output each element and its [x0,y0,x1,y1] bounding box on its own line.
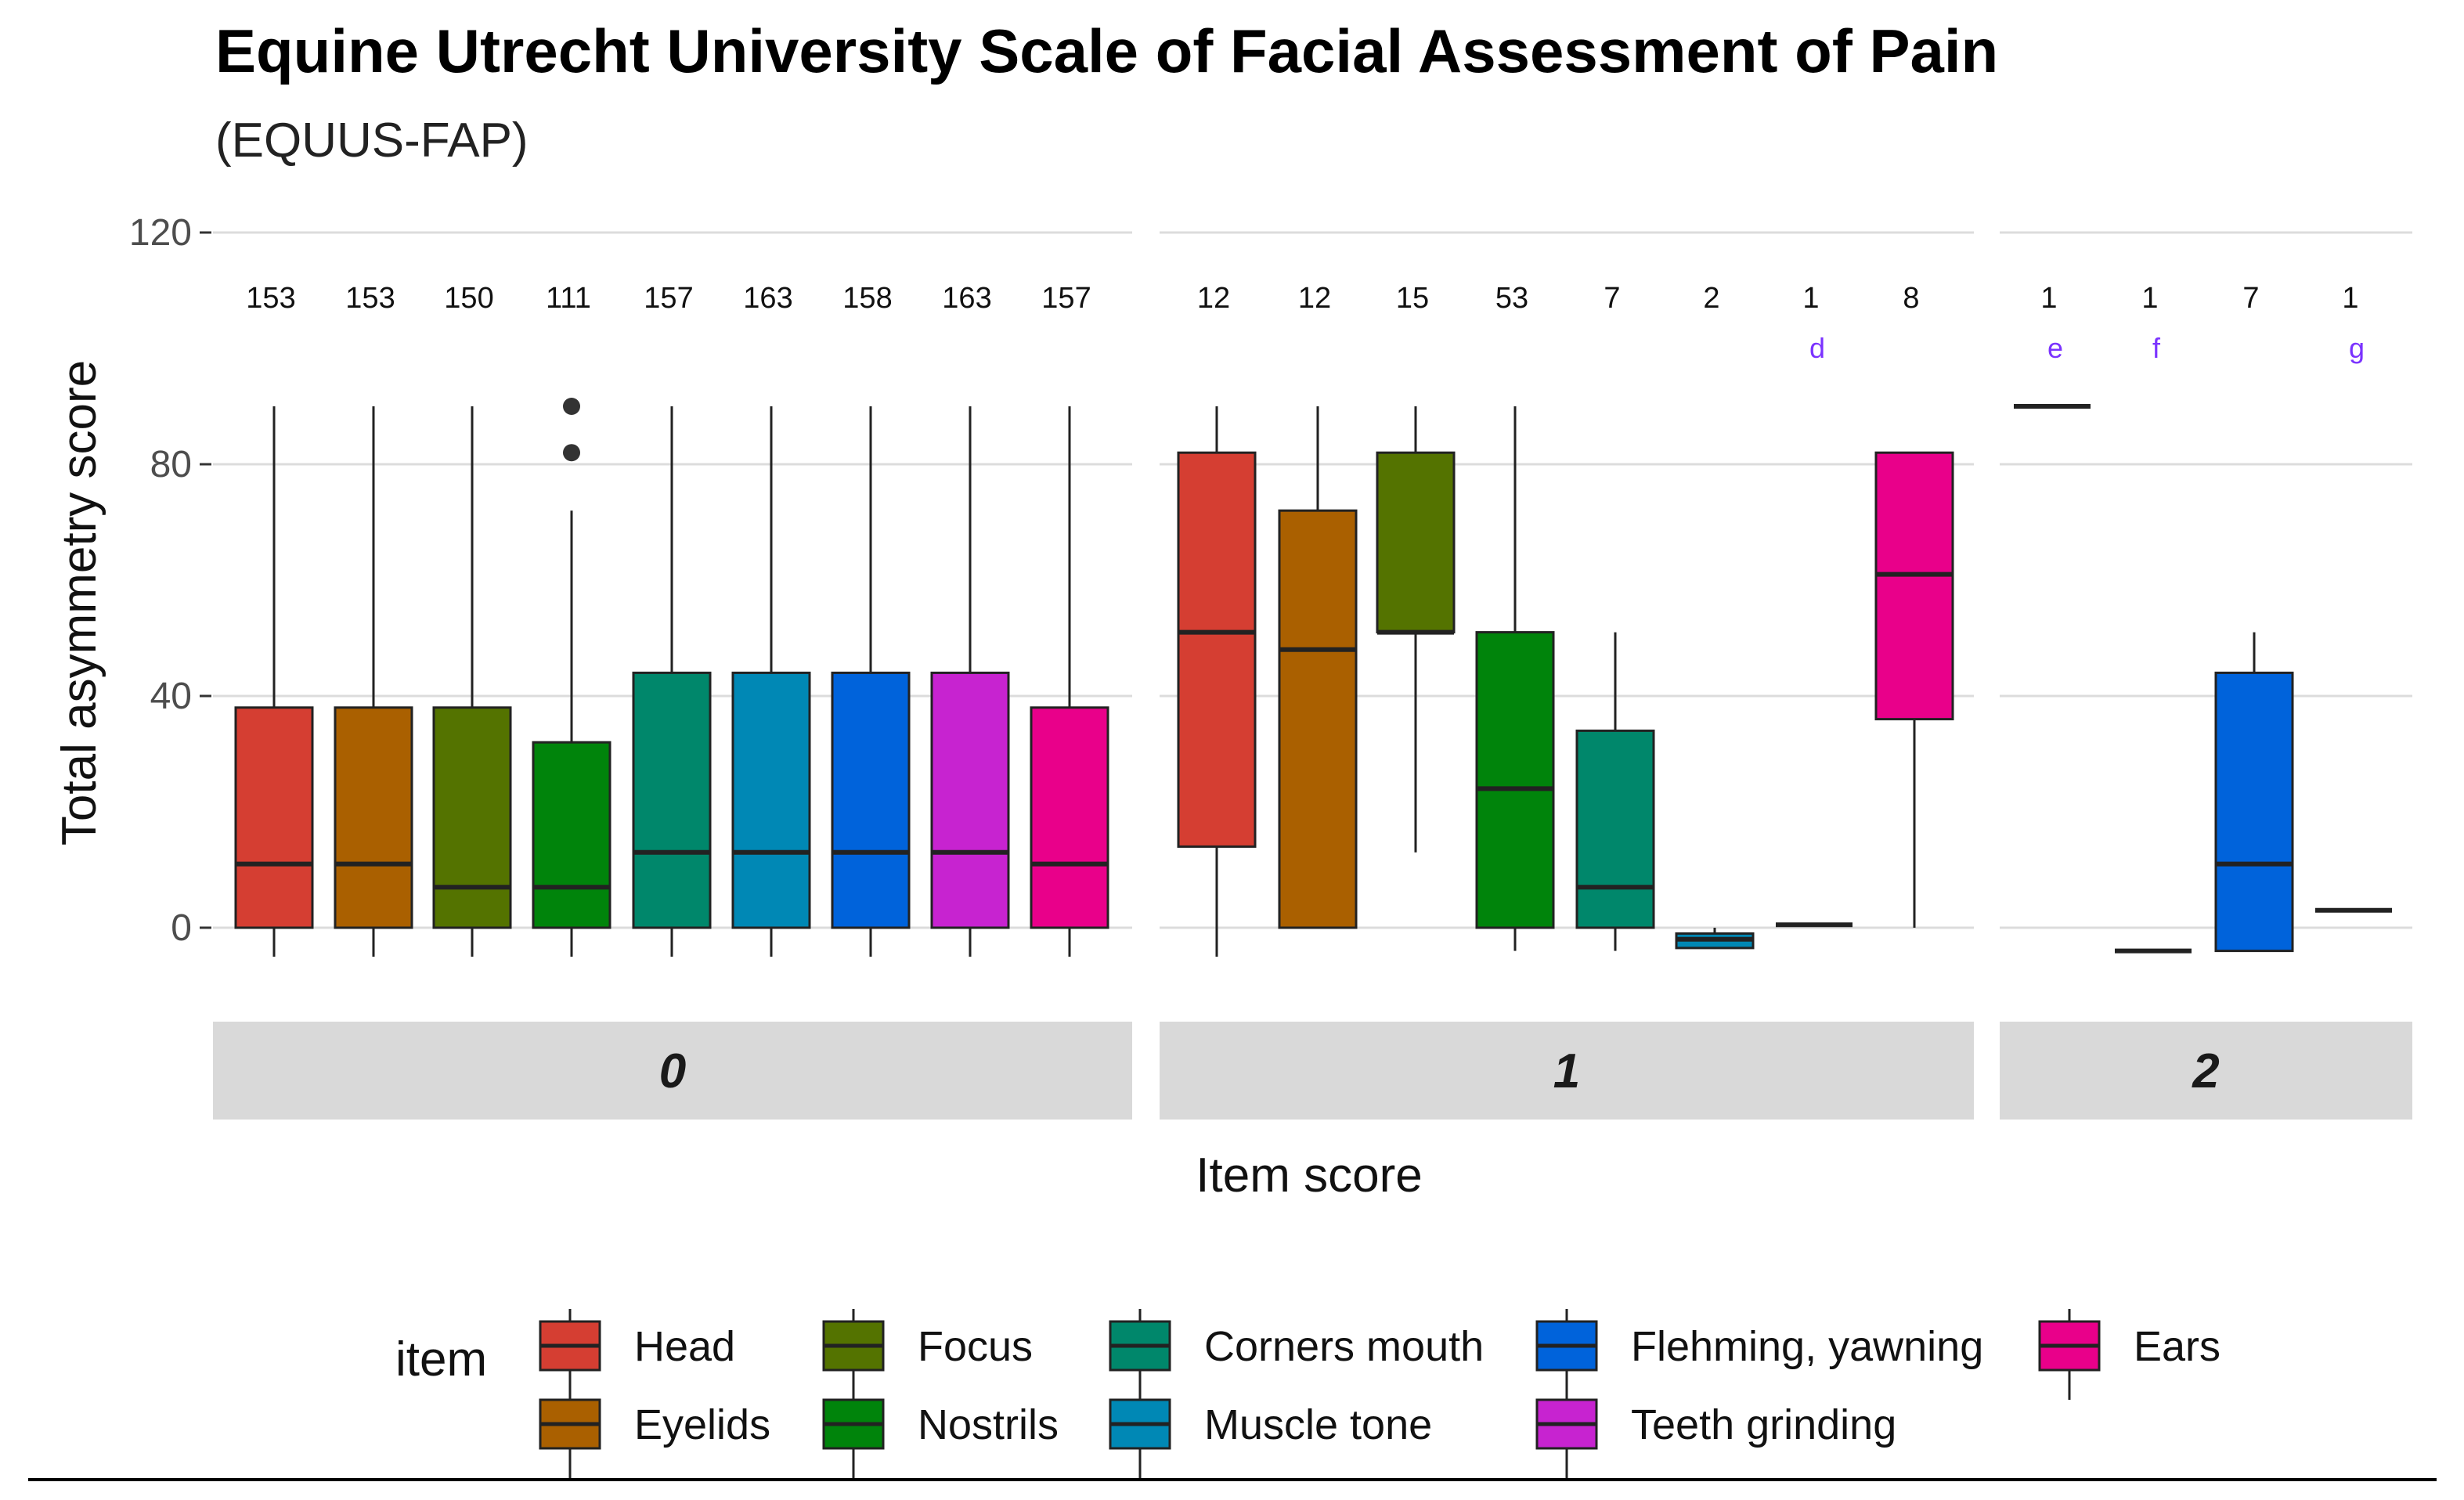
legend: item Head Eyelids Focus Nostrils Corners mou… [395,1309,2220,1478]
count-label: 157 [1041,282,1091,315]
y-tick-label: 40 [150,676,192,717]
y-tick-label: 0 [171,907,192,949]
legend-label: Teeth grinding [1631,1401,1896,1448]
count-label: 7 [2242,282,2259,315]
legend-label: Flehming, yawning [1631,1323,1983,1370]
count-label: 157 [644,282,693,315]
count-label: 7 [1604,282,1620,315]
y-tick-label: 120 [129,212,192,254]
box-ears [1030,706,1109,929]
count-label: 12 [1197,282,1230,315]
count-label: 153 [246,282,295,315]
count-label: 1 [2141,282,2158,315]
legend-key-nostrils [822,1387,885,1478]
legend-key-flehming-yawning [1535,1309,1598,1400]
count-label: 163 [743,282,792,315]
letter-label: d [1809,332,1825,364]
x-axis-title: Item score [1196,1148,1422,1203]
legend-key-focus [822,1309,885,1400]
count-label: 111 [546,282,591,315]
legend-label: Ears [2134,1323,2220,1370]
count-label: 1 [2040,282,2057,315]
letter-label: f [2152,332,2161,364]
legend-key-muscle-tone [1109,1387,1171,1478]
count-label: 12 [1298,282,1331,315]
box-flehming-yawning [2214,671,2294,953]
box-muscle-tone [731,671,811,929]
box-head [234,706,314,929]
box-nostrils [1475,631,1555,929]
legend-key-teeth-grinding [1535,1387,1598,1478]
legend-key-head [539,1309,601,1400]
box-corners-mouth [632,671,712,929]
box-corners-mouth [1575,729,1655,929]
legend-label: Head [634,1323,735,1370]
count-label: 1 [2342,282,2358,315]
facet-strip-label: 0 [659,1044,686,1098]
count-label: 150 [444,282,493,315]
box-nostrils [532,741,611,929]
facet-strip [213,1022,1132,1120]
y-axis-title: Total asymmetry score [52,360,106,846]
count-label: 53 [1495,282,1528,315]
count-label: 8 [1903,282,1919,315]
legend-label: Corners mouth [1204,1323,1484,1370]
count-label: 163 [942,282,991,315]
box-ears [1874,451,1954,721]
legend-label: Muscle tone [1204,1401,1432,1448]
letter-label: g [2349,332,2365,364]
outlier-point [563,398,580,415]
count-label: 1 [1802,282,1819,315]
count-label: 153 [345,282,395,315]
legend-key-corners-mouth [1109,1309,1171,1400]
facet-strip [1160,1022,1974,1120]
box-eyelids [334,706,413,929]
box-flehming-yawning [831,671,911,929]
box-head [1177,451,1257,848]
legend-key-ears [2038,1309,2101,1400]
facet-strip-label: 2 [2192,1044,2219,1098]
box-teeth-grinding [930,671,1010,929]
letter-label: e [2047,332,2063,364]
legend-title: item [395,1332,487,1386]
legend-label: Nostrils [918,1401,1059,1448]
count-label: 2 [1703,282,1719,315]
box-focus [432,706,512,929]
chart-title: Equine Utrecht University Scale of Facia… [215,16,1998,85]
chart-subtitle: (EQUUS-FAP) [215,114,529,168]
box-focus [1376,451,1456,634]
legend-key-eyelids [539,1387,601,1478]
y-tick-label: 80 [150,444,192,485]
facet-strip [2000,1022,2412,1120]
count-label: 158 [842,282,892,315]
legend-label: Eyelids [634,1401,770,1448]
count-label: 15 [1396,282,1429,315]
outlier-point [563,444,580,462]
facet-strip-label: 1 [1553,1044,1580,1098]
box-eyelids [1278,509,1358,929]
legend-label: Focus [918,1323,1033,1370]
